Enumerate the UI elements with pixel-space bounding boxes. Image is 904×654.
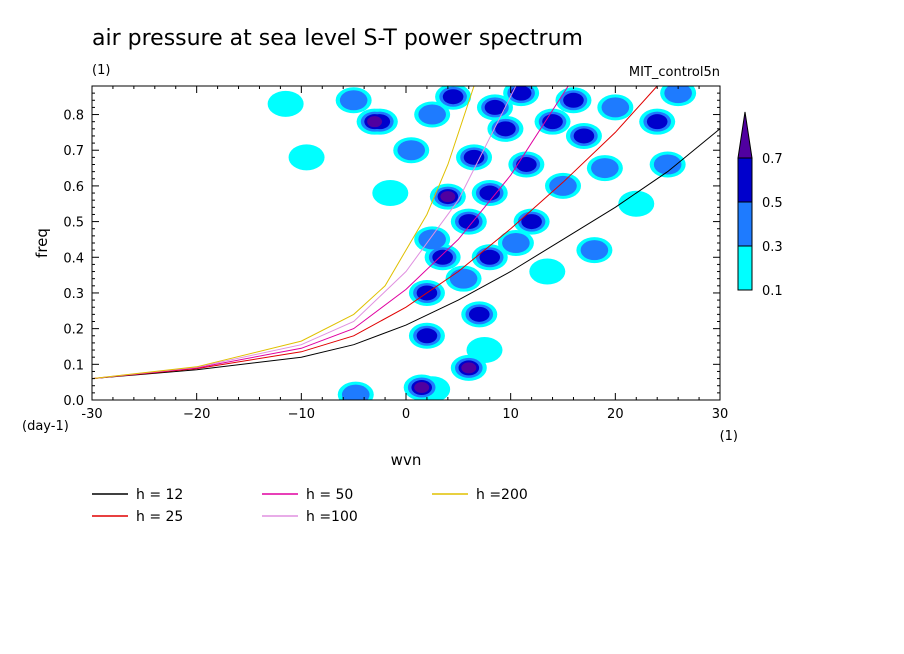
x-tick-label: 0	[402, 407, 410, 422]
contour-blob-16-0.5	[479, 185, 501, 201]
contour-blob-9-0.5	[432, 249, 453, 265]
contour-blob-6-0.5	[468, 306, 490, 322]
contour-blob-14-0.5	[521, 214, 542, 230]
contour-blob-25-0.7	[367, 116, 383, 128]
contour-blob-8-0.3	[449, 268, 478, 289]
contour-blob-33-0.1	[618, 190, 655, 217]
colorbar-label: 0.7	[762, 152, 783, 167]
y-axis-label: freq	[33, 228, 51, 258]
contour-blob-34-0.3	[580, 240, 609, 261]
y-tick-label: 0.2	[63, 323, 84, 338]
contour-blob-19-0.5	[516, 157, 537, 172]
legend-label-h-100: h =100	[306, 509, 358, 525]
contour-blob-29-0.5	[484, 99, 506, 115]
contour-fills	[267, 86, 697, 400]
y-tick-label: 0.7	[63, 144, 84, 159]
contour-blob-2-0.3	[341, 384, 370, 400]
y-tick-label: 0.4	[63, 251, 84, 266]
contour-blob-31-0.5	[646, 114, 668, 130]
contour-blob-28-0.5	[442, 89, 464, 105]
colorbar-segment-0	[737, 245, 753, 291]
contour-blob-40-0.3	[397, 140, 426, 161]
legend-label-h-50: h = 50	[306, 487, 353, 503]
contour-blob-11-0.3	[418, 229, 446, 250]
y-tick-label: 0.6	[63, 180, 84, 195]
curve-h-100	[91, 85, 517, 380]
colorbar-arrow	[737, 111, 753, 159]
colorbar-segment-2	[737, 157, 753, 203]
contour-blob-18-0.5	[463, 149, 485, 165]
x-axis-label: wvn	[391, 451, 422, 469]
contour-blob-22-0.5	[495, 121, 516, 137]
legend-label-h-12: h = 12	[136, 487, 183, 503]
contour-blob-17-0.3	[549, 175, 577, 196]
x-axis: -30 −20 −10 0 10 20 30	[81, 86, 728, 422]
y-axis: 0.0 0.1 0.2 0.3 0.4 0.5 0.6 0.7 0.8	[63, 92, 720, 409]
contour-blob-38-0.1	[288, 144, 325, 171]
contour-blob-20-0.3	[591, 158, 619, 179]
curve-h-50	[91, 85, 569, 380]
colorbar: 0.1 0.3 0.5 0.7	[737, 111, 783, 299]
contour-blob-32-0.3	[664, 86, 692, 104]
y-tick-label: 0.1	[63, 358, 84, 373]
x-tick-label: 10	[502, 407, 519, 422]
contour-blob-30-0.5	[573, 128, 595, 144]
y-tick-label: 0.0	[63, 394, 84, 409]
dispersion-curves	[91, 85, 721, 380]
contour-blob-0-0.7	[414, 382, 430, 394]
y-tick-label: 0.8	[63, 109, 84, 124]
contour-blob-27-0.3	[339, 90, 368, 111]
x-tick-label: 20	[607, 407, 624, 422]
legend: h = 12 h = 25 h = 50 h =100 h =200	[92, 487, 528, 525]
contour-blob-39-0.1	[267, 90, 304, 117]
x-tick-label: 30	[712, 407, 729, 422]
contour-blob-37-0.1	[372, 180, 409, 207]
legend-label-h-25: h = 25	[136, 509, 183, 525]
contour-blob-5-0.5	[416, 328, 438, 344]
contour-blob-10-0.5	[479, 249, 501, 265]
contour-blob-41-0.5	[510, 86, 532, 101]
y-tick-label: 0.5	[63, 216, 84, 231]
dataset-label: MIT_control5n	[629, 65, 720, 80]
plot-frame	[91, 85, 721, 401]
x-tick-label: −10	[288, 407, 315, 422]
contour-blob-13-0.5	[458, 214, 480, 230]
colorbar-label: 0.5	[762, 196, 783, 211]
curve-h-25	[91, 85, 658, 380]
curve-h-12	[91, 128, 721, 380]
contour-blob-12-0.3	[502, 233, 530, 253]
chart-title: air pressure at sea level S-T power spec…	[92, 26, 583, 51]
colorbar-segment-1	[737, 201, 753, 247]
contour-blob-24-0.3	[601, 97, 630, 118]
x-tick-label: −20	[183, 407, 210, 422]
x-units: (1)	[720, 429, 738, 444]
legend-label-h-200: h =200	[476, 487, 528, 503]
contour-blob-15-0.7	[440, 191, 456, 203]
x-tick-label: -30	[81, 407, 102, 422]
curve-h-200	[91, 85, 475, 380]
contour-blob-3-0.7	[461, 362, 477, 374]
contour-blob-21-0.3	[418, 104, 446, 125]
colorbar-label: 0.1	[762, 284, 783, 299]
y-units: (day-1)	[22, 419, 69, 434]
contour-blob-42-0.5	[563, 92, 584, 108]
y-tick-label: 0.3	[63, 287, 84, 302]
colorbar-label: 0.3	[762, 240, 783, 255]
chart-subtitle: (1)	[92, 63, 110, 78]
contour-blob-36-0.3	[653, 154, 682, 175]
contour-blob-35-0.1	[529, 258, 566, 285]
contour-blob-4-0.1	[466, 337, 503, 364]
